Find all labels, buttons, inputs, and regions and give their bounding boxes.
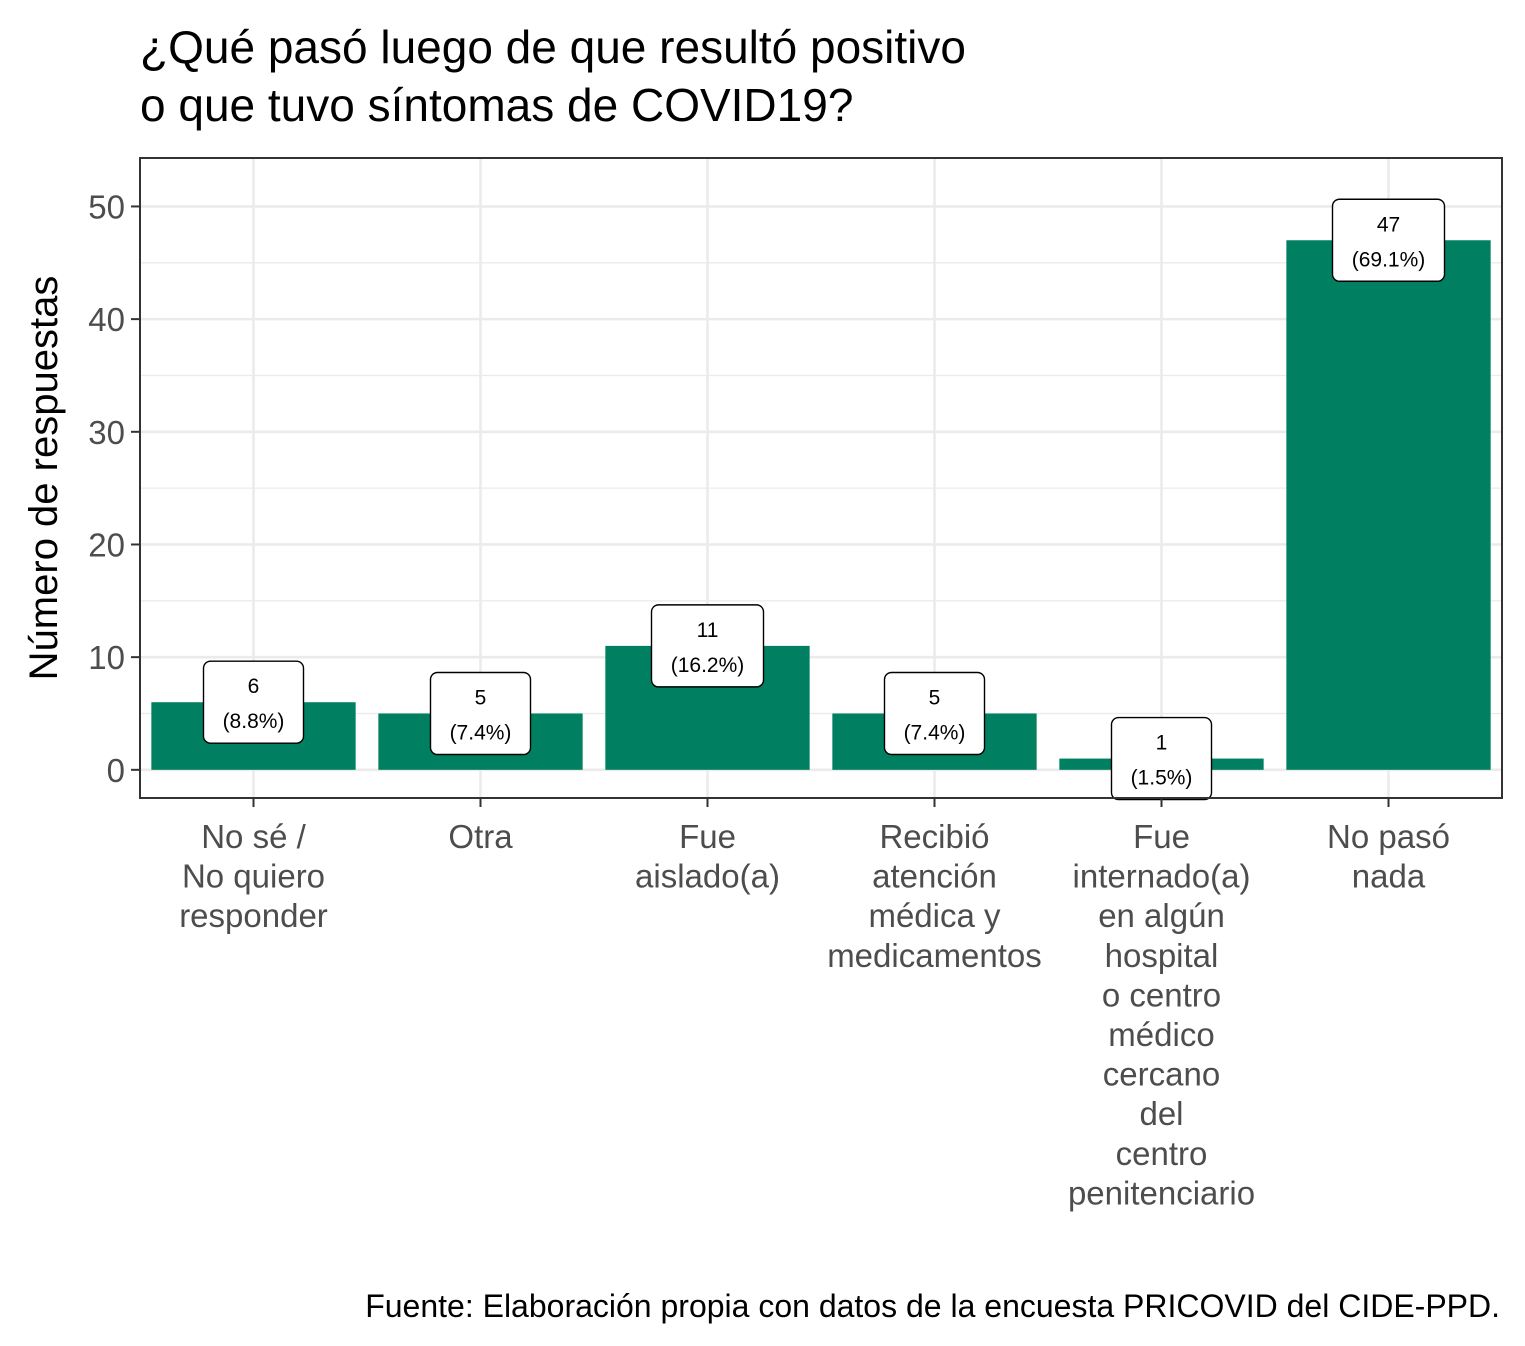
data-label: 6 (8.8%) (202, 660, 305, 744)
data-label: 47 (69.1%) (1331, 198, 1446, 282)
y-tick-label: 50 (88, 188, 125, 225)
source-caption: Fuente: Elaboración propia con datos de … (365, 1288, 1500, 1324)
data-label-count: 11 (697, 619, 719, 642)
plot-panel (140, 158, 1502, 798)
y-tick-label: 40 (88, 301, 125, 338)
data-label-count: 5 (929, 686, 941, 709)
y-tick-label: 10 (88, 639, 125, 676)
bar (1286, 240, 1491, 770)
data-label: 11 (16.2%) (650, 604, 765, 688)
chart-title-line-2: o que tuvo síntomas de COVID19? (140, 79, 853, 131)
data-label-count: 6 (248, 675, 260, 698)
x-tick-label: No sé / No quiero responder (179, 818, 328, 934)
chart-title-line-1: ¿Qué pasó luego de que resultó positivo (140, 21, 966, 73)
plot-border (139, 157, 1503, 799)
data-label: 1 (1.5%) (1110, 716, 1213, 801)
data-label-count: 5 (475, 686, 487, 709)
y-tick-label: 0 (107, 752, 125, 789)
data-label-percent: (69.1%) (1352, 248, 1426, 271)
data-label: 5 (7.4%) (429, 671, 532, 756)
x-tick-label: Fue internado(a) en algún hospital o centro m… (1068, 818, 1255, 1211)
grid-lines (140, 158, 1502, 798)
data-label-box (883, 671, 986, 756)
x-tick-label: Recibió atención médica y medicamentos (827, 818, 1042, 974)
data-label-box (429, 671, 532, 756)
data-labels: 6 (8.8%) 5 (7.4%) 11 (16.2%) 5 (7.4%) 1 (1.5%) 47 (… (202, 198, 1446, 801)
data-label-box (650, 604, 765, 688)
data-label-box (202, 660, 305, 744)
data-label-count: 47 (1377, 213, 1400, 236)
data-label: 5 (7.4%) (883, 671, 986, 756)
y-tick-label: 30 (88, 414, 125, 451)
data-label-percent: (7.4%) (450, 721, 512, 744)
y-axis-label: Número de respuestas (22, 276, 66, 681)
y-axis: 0 10 20 30 40 50 (88, 188, 140, 789)
data-label-percent: (16.2%) (671, 654, 745, 677)
data-label-percent: (1.5%) (1131, 767, 1193, 790)
y-tick-label: 20 (88, 526, 125, 563)
data-label-box (1331, 198, 1446, 282)
x-axis: No sé / No quiero responder Otra Fue aislado(… (179, 798, 1450, 1211)
data-label-count: 1 (1156, 732, 1168, 755)
x-tick-label: Otra (448, 818, 513, 855)
data-label-percent: (7.4%) (904, 721, 966, 744)
data-label-percent: (8.8%) (223, 710, 285, 733)
x-tick-label: Fue aislado(a) (635, 818, 780, 895)
x-tick-label: No pasó nada (1327, 818, 1450, 895)
